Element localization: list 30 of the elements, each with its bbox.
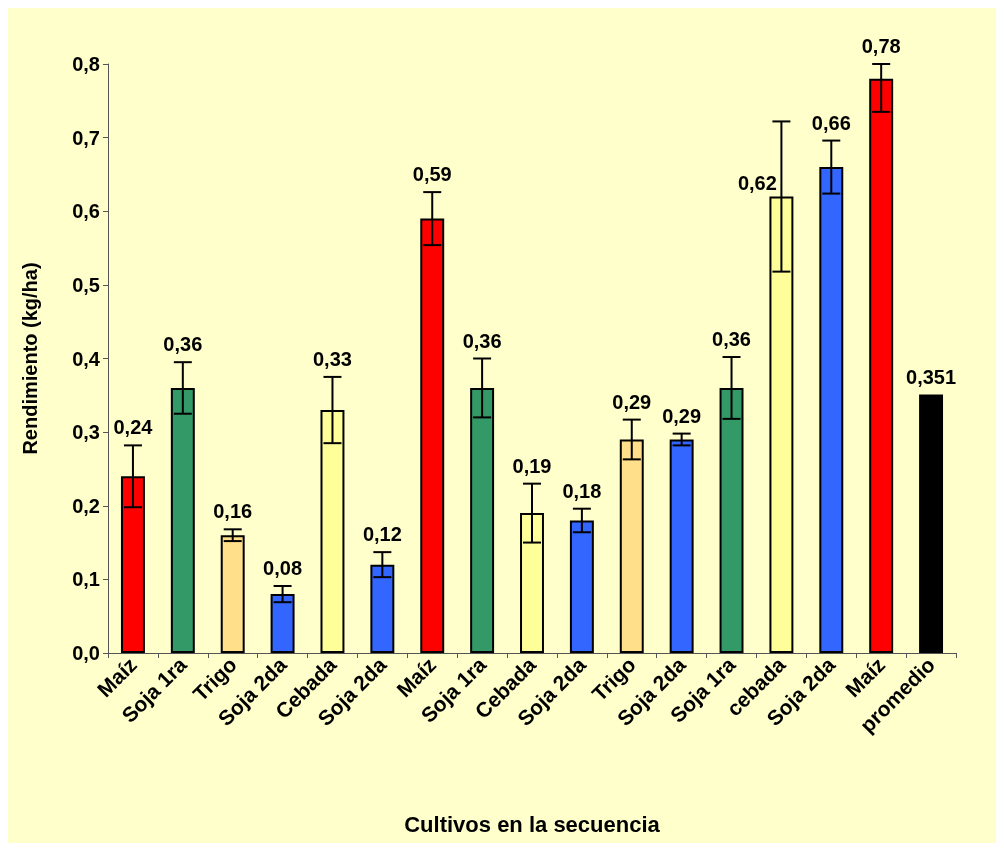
data-label: 0,66 <box>811 111 851 134</box>
data-label: 0,62 <box>737 171 777 194</box>
data-label: 0,16 <box>213 500 253 523</box>
data-label: 0,36 <box>462 329 502 352</box>
data-label: 0,29 <box>612 390 652 413</box>
data-label: 0,19 <box>512 454 552 477</box>
y-tick-label: 0,0 <box>72 642 100 664</box>
data-label: 0,36 <box>163 333 203 356</box>
data-label: 0,08 <box>263 557 303 579</box>
data-label: 0,18 <box>562 479 602 502</box>
y-tick-label: 0,8 <box>72 53 100 75</box>
x-axis-title: Cultivos en la secuencia <box>404 811 661 837</box>
y-tick-label: 0,4 <box>72 347 101 370</box>
data-label: 0,351 <box>906 365 957 388</box>
y-axis-title: Rendimiento (kg/ha) <box>19 262 41 455</box>
y-tick-label: 0,6 <box>72 200 100 223</box>
bar <box>919 394 944 653</box>
data-label: 0,36 <box>712 328 751 351</box>
data-label: 0,78 <box>861 35 901 57</box>
data-label: 0,33 <box>313 347 352 370</box>
y-tick-label: 0,5 <box>72 273 100 296</box>
bar <box>669 439 694 653</box>
data-label: 0,29 <box>662 404 702 427</box>
data-label: 0,12 <box>362 523 402 546</box>
y-tick-label: 0,1 <box>72 568 100 591</box>
y-tick-label: 0,3 <box>72 421 100 444</box>
y-tick-label: 0,2 <box>72 494 100 517</box>
data-label: 0,24 <box>113 416 154 439</box>
data-label: 0,59 <box>412 163 452 186</box>
y-tick-label: 0,7 <box>72 126 100 149</box>
